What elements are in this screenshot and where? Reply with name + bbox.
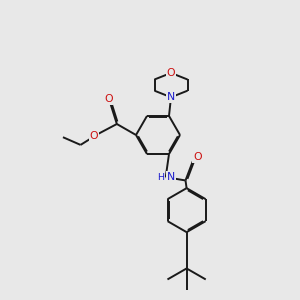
Text: O: O <box>167 68 175 78</box>
Text: N: N <box>167 172 175 182</box>
Text: H: H <box>157 173 164 182</box>
Text: O: O <box>193 152 202 162</box>
Text: N: N <box>167 92 175 102</box>
Text: O: O <box>90 131 98 141</box>
Text: O: O <box>104 94 112 104</box>
